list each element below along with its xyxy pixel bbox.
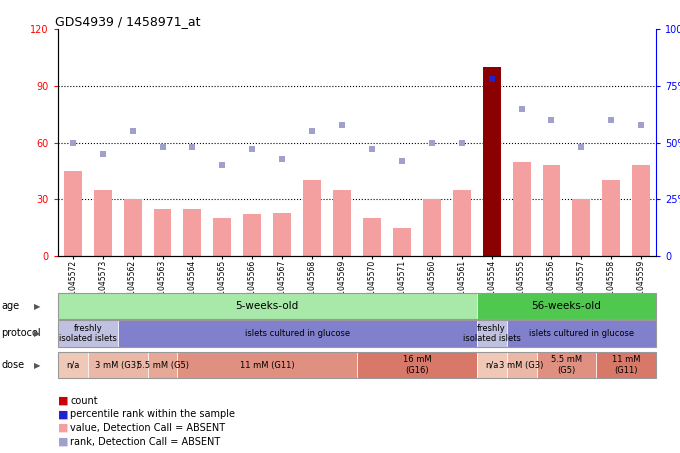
Text: islets cultured in glucose: islets cultured in glucose [245, 329, 350, 338]
Bar [64, 171, 82, 256]
Bar [154, 209, 171, 256]
Text: freshly
isolated islets: freshly isolated islets [462, 324, 521, 343]
Text: n/a: n/a [66, 361, 80, 370]
Text: 56-weeks-old: 56-weeks-old [532, 301, 601, 311]
Bar [124, 199, 141, 256]
Text: 11 mM
(G11): 11 mM (G11) [612, 356, 641, 375]
Text: ■: ■ [58, 410, 68, 419]
Bar [94, 190, 112, 256]
Text: 3 mM (G3): 3 mM (G3) [95, 361, 140, 370]
Bar [214, 218, 231, 256]
Bar [303, 180, 321, 256]
Text: 11 mM (G11): 11 mM (G11) [240, 361, 294, 370]
Text: ■: ■ [58, 423, 68, 433]
Text: 5.5 mM
(G5): 5.5 mM (G5) [551, 356, 582, 375]
Bar [333, 190, 351, 256]
Bar [513, 162, 530, 256]
Text: ▶: ▶ [34, 361, 41, 370]
Text: 16 mM
(G16): 16 mM (G16) [403, 356, 431, 375]
Text: 3 mM (G3): 3 mM (G3) [499, 361, 544, 370]
Bar [573, 199, 590, 256]
Text: ■: ■ [58, 437, 68, 447]
Bar [543, 165, 560, 256]
Text: 5-weeks-old: 5-weeks-old [235, 301, 299, 311]
Bar [483, 67, 500, 256]
Bar [602, 180, 620, 256]
Text: count: count [70, 396, 98, 406]
Text: protocol: protocol [1, 328, 41, 338]
Text: age: age [1, 301, 20, 311]
Text: ■: ■ [58, 396, 68, 406]
Text: percentile rank within the sample: percentile rank within the sample [70, 410, 235, 419]
Text: GDS4939 / 1458971_at: GDS4939 / 1458971_at [55, 15, 201, 28]
Text: ▶: ▶ [34, 329, 41, 338]
Bar [184, 209, 201, 256]
Text: n/a: n/a [485, 361, 498, 370]
Text: dose: dose [1, 360, 24, 370]
Bar [423, 199, 441, 256]
Text: freshly
isolated islets: freshly isolated islets [58, 324, 117, 343]
Bar [273, 212, 291, 256]
Bar [453, 190, 471, 256]
Text: 5.5 mM (G5): 5.5 mM (G5) [137, 361, 188, 370]
Text: value, Detection Call = ABSENT: value, Detection Call = ABSENT [70, 423, 225, 433]
Text: islets cultured in glucose: islets cultured in glucose [529, 329, 634, 338]
Bar [243, 214, 261, 256]
Bar [363, 218, 381, 256]
Text: ▶: ▶ [34, 302, 41, 311]
Bar [632, 165, 650, 256]
Text: rank, Detection Call = ABSENT: rank, Detection Call = ABSENT [70, 437, 220, 447]
Bar [393, 227, 411, 256]
